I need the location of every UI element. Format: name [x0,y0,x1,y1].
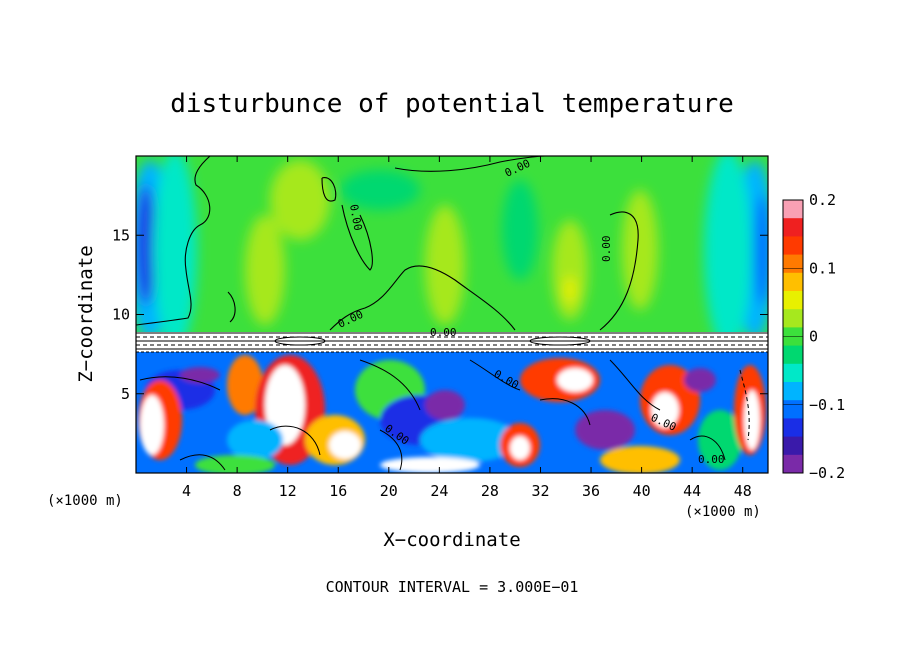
colorbar-swatch [783,363,803,383]
x-tick-label: 44 [683,482,701,500]
colorbar-tick-label: −0.1 [809,396,845,414]
colorbar-swatch [783,254,803,274]
y-axis: 5 10 15 [112,226,768,403]
x-axis-label: X−coordinate [383,529,520,551]
inversion-contours [136,332,768,353]
colorbar-tick-label: 0.1 [809,259,836,277]
contour-interval-note: CONTOUR INTERVAL = 3.000E−01 [326,578,579,596]
contour-label: 0.00 [698,453,725,466]
y-tick-label: 5 [121,385,130,403]
colorbar-swatch [783,400,803,419]
zero-contours [136,156,639,331]
x-tick-label: 40 [633,482,651,500]
colorbar-swatch [783,382,803,401]
y-axis-label: Z−coordinate [75,245,97,382]
x-tick-label: 32 [531,482,549,500]
x-tick-label: 48 [734,482,752,500]
colorbar-swatch [783,236,803,256]
plot-area [136,156,768,473]
colorbar-swatch [783,309,803,328]
colorbar-swatch [783,345,803,365]
contour-label: 0.00 [347,203,364,231]
colorbar: 0.2 0.1 0 −0.1 −0.2 [782,191,845,482]
colorbar-swatch [783,418,803,438]
chart-title: disturbunce of potential temperature [170,89,734,119]
x-tick-label: 24 [430,482,448,500]
x-tick-label: 28 [481,482,499,500]
colorbar-swatch [783,436,803,456]
colorbar-tick-label: 0.2 [809,191,836,209]
colorbar-swatch [783,218,803,237]
x-tick-label: 12 [279,482,297,500]
x-axis: 4 8 12 16 20 24 28 32 36 40 44 48 [182,156,752,500]
colorbar-tick-label: 0 [809,328,818,346]
contour-label: 0.00 [600,236,613,263]
x-tick-label: 4 [182,482,191,500]
x-unit-right: (×1000 m) [685,504,761,520]
colorbar-swatch [783,454,803,474]
y-tick-label: 15 [112,226,130,244]
colorbar-swatch [783,272,803,292]
x-tick-label: 20 [380,482,398,500]
contour-label: 0.00 [430,326,457,339]
upper-field-shading [136,156,768,350]
x-tick-label: 36 [582,482,600,500]
x-unit-left: (×1000 m) [47,493,123,509]
x-tick-label: 8 [233,482,242,500]
colorbar-tick-label: −0.2 [809,464,845,482]
y-tick-label: 10 [112,306,130,324]
x-tick-label: 16 [329,482,347,500]
lower-contours [139,359,750,471]
colorbar-swatch [783,200,803,219]
colorbar-swatch [783,291,803,310]
lower-field-shading [138,355,766,473]
